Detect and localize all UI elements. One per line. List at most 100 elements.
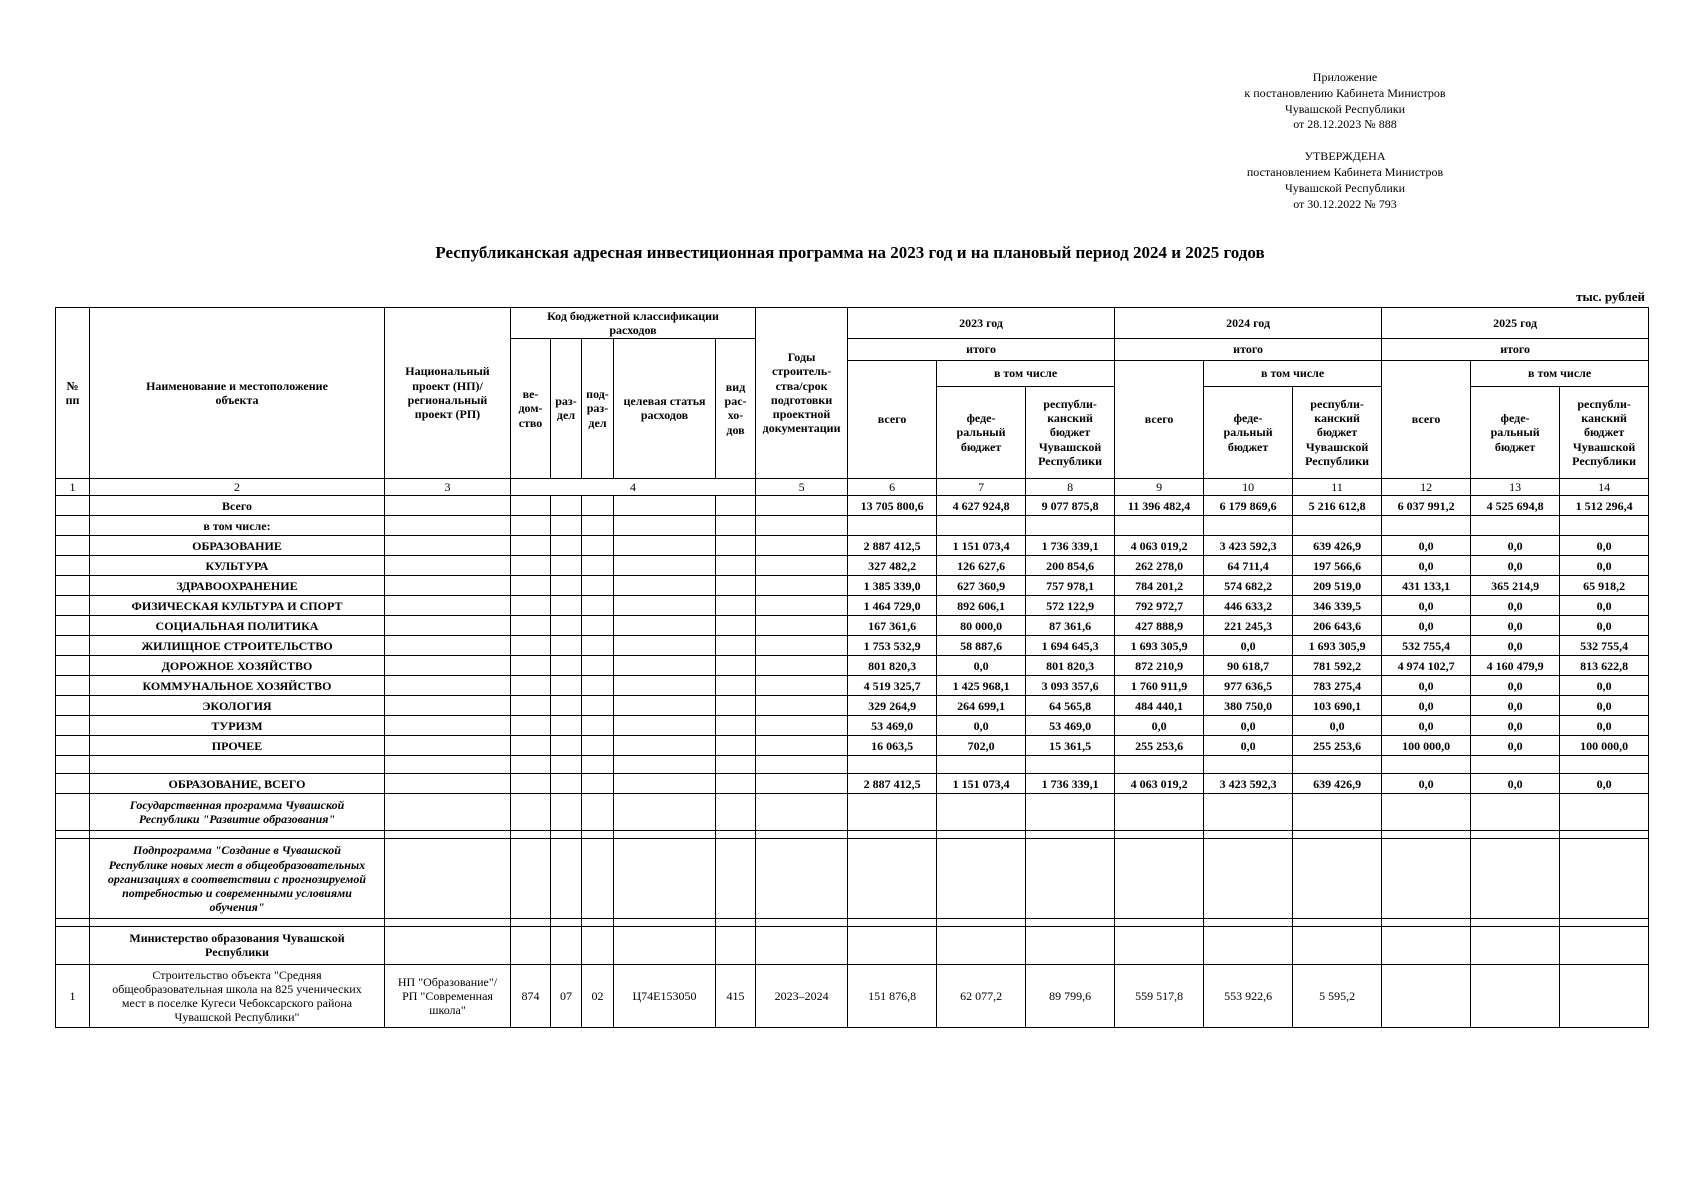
value-cell: 2 887 412,5	[847, 773, 938, 795]
section-code-cell	[550, 595, 582, 617]
agency-code-cell	[510, 793, 551, 832]
value-cell	[1025, 793, 1116, 832]
subsection-code-cell	[581, 918, 614, 928]
subsection-code-cell	[581, 615, 614, 637]
table-row: в том числе:	[55, 515, 1650, 537]
value-cell	[1470, 793, 1561, 832]
value-cell: 197 566,6	[1292, 555, 1383, 577]
column-number: 9	[1114, 477, 1205, 497]
section-code-cell: 07	[550, 963, 582, 1029]
column-number: 5	[755, 477, 849, 497]
section-code-cell	[550, 715, 582, 737]
expense-type-code-cell	[714, 615, 757, 637]
construction-years-cell	[755, 735, 849, 757]
section-code-cell	[550, 655, 582, 677]
name-cell	[89, 755, 385, 775]
section-code-cell	[550, 535, 582, 557]
project-cell	[384, 695, 511, 717]
construction-years-cell	[755, 918, 849, 928]
name-cell: Строительство объекта "Средняя общеобраз…	[89, 963, 385, 1029]
col-header-including-2025: в том числе	[1470, 359, 1650, 387]
value-cell: 4 160 479,9	[1470, 655, 1561, 677]
target-item-code-cell	[613, 773, 716, 795]
value-cell: 5 216 612,8	[1292, 495, 1383, 517]
value-cell	[1203, 838, 1294, 920]
table-row: ПРОЧЕЕ 16 063,5 702,0 15 361,5 255 253,6 0,0 2…	[55, 735, 1650, 757]
value-cell	[847, 918, 938, 928]
row-number-cell	[55, 535, 90, 557]
column-number: 1	[55, 477, 90, 497]
table-row: ЗДРАВООХРАНЕНИЕ 1 385 339,0 627 360,9 757 9…	[55, 575, 1650, 597]
column-number: 7	[936, 477, 1027, 497]
value-cell: 209 519,0	[1292, 575, 1383, 597]
col-header-itogo-2023: итого	[847, 337, 1116, 361]
expense-type-code-cell	[714, 755, 757, 775]
col-header-republican-2024: республи- канский бюджет Чувашской Респу…	[1292, 385, 1383, 479]
value-cell: 1 753 532,9	[847, 635, 938, 657]
value-cell: 639 426,9	[1292, 773, 1383, 795]
row-number-cell	[55, 838, 90, 920]
value-cell	[1292, 515, 1383, 537]
value-cell	[1292, 926, 1383, 965]
table-row: Государственная программа Чувашской Респ…	[55, 793, 1650, 832]
project-cell	[384, 495, 511, 517]
section-code-cell	[550, 495, 582, 517]
subsection-code-cell	[581, 715, 614, 737]
section-code-cell	[550, 773, 582, 795]
value-cell: 4 627 924,8	[936, 495, 1027, 517]
value-cell	[1559, 963, 1650, 1029]
agency-code-cell	[510, 773, 551, 795]
value-cell	[1114, 838, 1205, 920]
project-cell	[384, 655, 511, 677]
project-cell	[384, 838, 511, 920]
target-item-code-cell	[613, 535, 716, 557]
value-cell	[1470, 838, 1561, 920]
expense-type-code-cell	[714, 773, 757, 795]
construction-years-cell	[755, 695, 849, 717]
section-code-cell	[550, 793, 582, 832]
name-cell: ДОРОЖНОЕ ХОЗЯЙСТВО	[89, 655, 385, 677]
table-row: Подпрограмма "Создание в Чувашской Респу…	[55, 838, 1650, 920]
value-cell	[936, 838, 1027, 920]
project-cell	[384, 830, 511, 840]
table-row: ТУРИЗМ 53 469,0 0,0 53 469,0 0,0 0,0 0,0 0,0 0,0…	[55, 715, 1650, 737]
col-header-num: № пп	[55, 306, 90, 479]
value-cell: 1 694 645,3	[1025, 635, 1116, 657]
value-cell	[1292, 793, 1383, 832]
column-number: 11	[1292, 477, 1383, 497]
column-number: 13	[1470, 477, 1561, 497]
table-row: Всего 13 705 800,6 4 627 924,8 9 077 875,8 1…	[55, 495, 1650, 517]
value-cell	[1203, 755, 1294, 775]
value-cell: 13 705 800,6	[847, 495, 938, 517]
col-header-target-item: целевая статья расходов	[613, 337, 716, 479]
expense-type-code-cell	[714, 830, 757, 840]
value-cell	[1381, 963, 1472, 1029]
value-cell	[1381, 926, 1472, 965]
col-header-including-2024: в том числе	[1203, 359, 1383, 387]
value-cell: 53 469,0	[1025, 715, 1116, 737]
investment-program-table: № пп Наименование и местоположение объек…	[55, 306, 1650, 1029]
col-header-year-2024: 2024 год	[1114, 306, 1383, 339]
value-cell: 1 736 339,1	[1025, 773, 1116, 795]
value-cell: 4 063 019,2	[1114, 773, 1205, 795]
value-cell: 87 361,6	[1025, 615, 1116, 637]
col-header-expense-type: вид рас- хо- дов	[714, 337, 757, 479]
expense-type-code-cell	[714, 695, 757, 717]
project-cell	[384, 615, 511, 637]
row-number-cell	[55, 830, 90, 840]
value-cell: 0,0	[936, 715, 1027, 737]
table-row: ФИЗИЧЕСКАЯ КУЛЬТУРА И СПОРТ 1 464 729,0 89…	[55, 595, 1650, 617]
value-cell	[1470, 755, 1561, 775]
value-cell	[1559, 838, 1650, 920]
value-cell: 1 693 305,9	[1114, 635, 1205, 657]
construction-years-cell	[755, 655, 849, 677]
value-cell: 0,0	[1470, 615, 1561, 637]
construction-years-cell	[755, 793, 849, 832]
value-cell: 0,0	[1381, 595, 1472, 617]
value-cell: 0,0	[1559, 695, 1650, 717]
column-number: 6	[847, 477, 938, 497]
col-header-project: Национальный проект (НП)/ региональный п…	[384, 306, 511, 479]
value-cell: 0,0	[1559, 715, 1650, 737]
agency-code-cell	[510, 715, 551, 737]
value-cell	[936, 755, 1027, 775]
